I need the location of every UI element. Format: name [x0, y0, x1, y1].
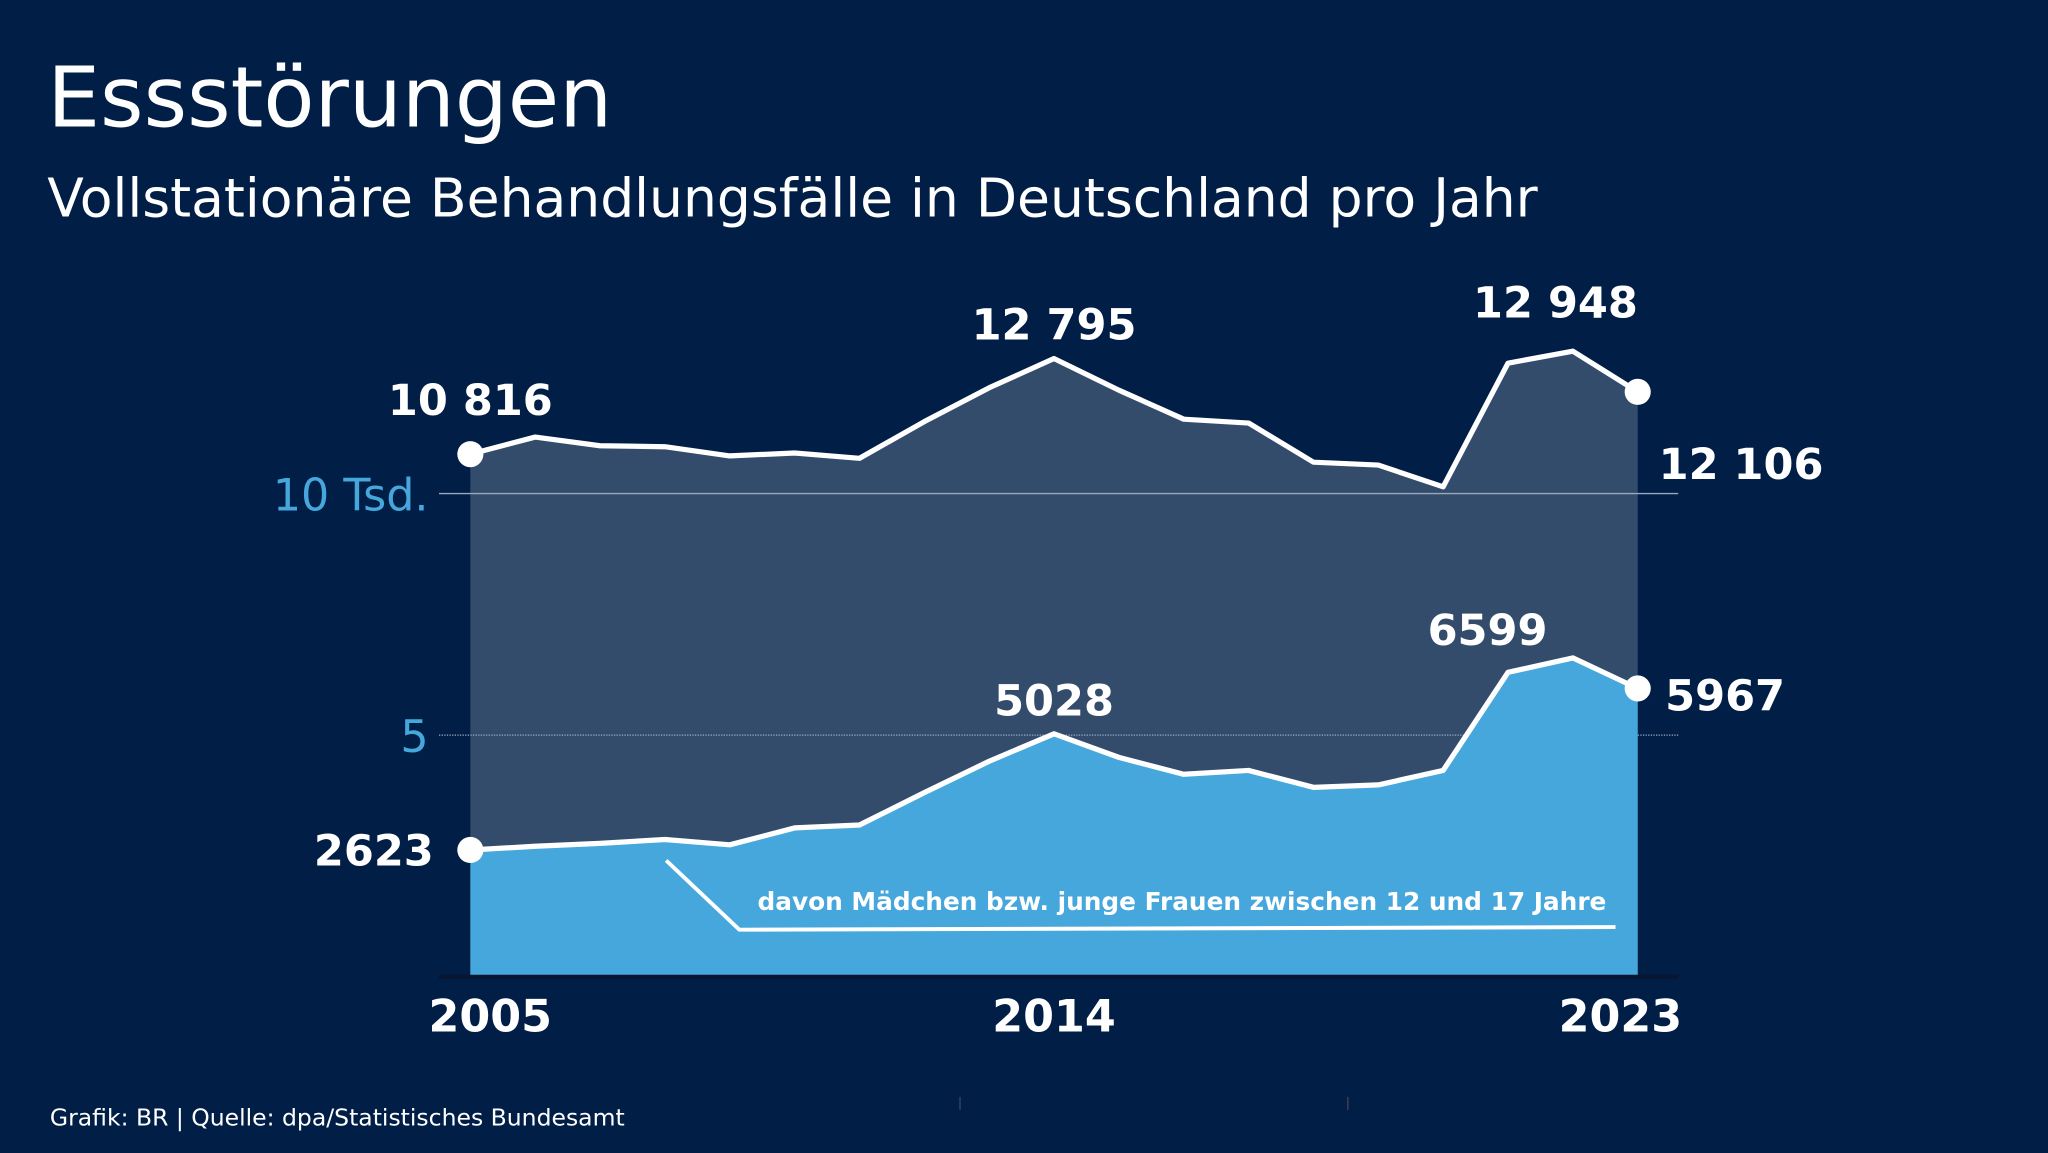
y-tick-label: 5 [400, 712, 428, 763]
data-label: 12 948 [1473, 278, 1638, 328]
data-label: 10 816 [388, 376, 553, 426]
series-label-girls: davon Mädchen bzw. junge Frauen zwischen… [757, 887, 1606, 916]
girls-area [470, 657, 1638, 977]
data-point [457, 441, 484, 468]
data-label: 12 106 [1659, 440, 1824, 490]
x-tick-label: 2014 [992, 992, 1116, 1043]
x-tick-label: 2005 [429, 992, 553, 1043]
chart-subtitle: Vollstationäre Behandlungsfälle in Deuts… [47, 167, 1537, 230]
data-label: 5967 [1665, 671, 1785, 721]
plot-area: 5 10 Tsd. 2005 2014 2023 10 816 12 795 12 948 12… [273, 278, 1824, 1042]
data-point [1624, 378, 1651, 405]
x-tick-label: 2023 [1559, 992, 1683, 1043]
y-tick-label: 10 Tsd. [273, 471, 429, 522]
chart-title: Essstörungen [47, 49, 612, 147]
data-label: 12 795 [972, 301, 1137, 351]
data-point [457, 836, 484, 864]
data-label: 6599 [1428, 606, 1548, 656]
data-label: 2623 [314, 827, 434, 877]
source-note: Grafik: BR | Quelle: dpa/Statistisches B… [50, 1104, 625, 1132]
data-point [1624, 675, 1651, 702]
data-label: 5028 [994, 677, 1114, 727]
label-leader-line [664, 859, 1616, 932]
